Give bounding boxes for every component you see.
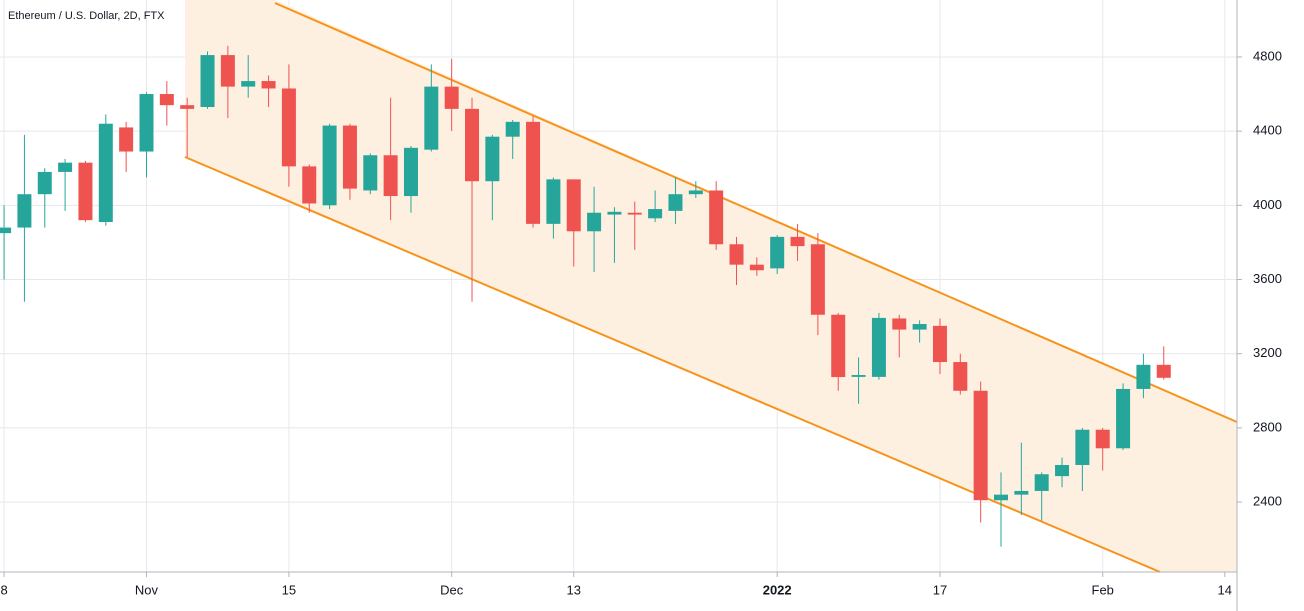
channel-fill [185,0,1237,572]
candle-body [749,264,764,271]
candle-body [953,362,968,391]
candle-body [770,236,785,269]
candle-body [465,108,480,182]
y-tick-label: 3200 [1253,345,1282,360]
candle-body [302,166,317,204]
x-tick-label: 14 [1218,582,1232,597]
candle-body [1034,474,1049,491]
candle-body [78,162,93,221]
candle-body [281,88,296,167]
candle-body [261,81,276,89]
candle-body [526,121,541,224]
candle-body [119,127,134,152]
candle-body [871,317,886,377]
candle-body [220,55,235,87]
candle-body [444,86,459,109]
candle-body [668,194,683,211]
channel-upper [274,2,1238,423]
candle-body [1055,464,1070,477]
candle-body [1095,429,1110,449]
candle-body [322,125,337,206]
candle-body [729,244,744,265]
chart-title: Ethereum / U.S. Dollar, 2D, FTX [8,10,165,22]
candle-body [607,211,622,215]
candle-body [851,375,866,377]
candle-body [159,94,174,106]
x-tick-label: 8 [0,582,7,597]
candle-body [790,236,805,247]
y-tick-label: 2400 [1253,494,1282,509]
candle-body [688,190,703,195]
candle-body [383,155,398,197]
candle-body [993,494,1008,501]
candle-body [37,171,52,195]
y-tick-label: 4800 [1253,48,1282,63]
y-tick-label: 2800 [1253,419,1282,434]
x-tick-label: Nov [135,582,159,597]
candle-body [0,227,12,234]
x-tick-label: 13 [567,582,581,597]
candle-body [241,81,256,87]
candle-body [485,136,500,182]
candle-body [1136,364,1151,389]
x-tick-label: 2022 [763,582,792,597]
candles [0,45,1171,547]
candle-body [505,121,520,137]
candle-body [180,105,195,109]
candle-body [200,55,215,108]
candle-body [648,209,663,219]
candle-body [363,155,378,191]
candle-body [424,86,439,150]
candle-body [1075,429,1090,465]
candle-body [403,147,418,197]
candle-body [546,179,561,224]
candle-body [58,162,73,172]
candle-body [1014,490,1029,495]
candle-body [587,212,602,232]
candle-body [627,212,642,215]
candle-body [98,123,113,223]
candle-body [709,190,724,245]
x-tick-label: Feb [1092,582,1114,597]
candle-body [892,318,907,330]
candle-body [1156,364,1171,378]
candle-body [831,314,846,378]
y-tick-label: 4400 [1253,123,1282,138]
x-tick-label: 17 [933,582,947,597]
candle-body [932,325,947,363]
candle-body [342,125,357,189]
channel-lower [184,156,1161,573]
candle-body [1116,388,1131,449]
candle-body [912,324,927,330]
y-tick-label: 3600 [1253,271,1282,286]
y-tick-label: 4000 [1253,197,1282,212]
candle-body [17,194,32,228]
candle-body [810,244,825,315]
candle-body [139,94,154,152]
candle-body [566,179,581,232]
x-tick-label: 15 [282,582,296,597]
x-tick-label: Dec [440,582,464,597]
candle-body [973,390,988,501]
